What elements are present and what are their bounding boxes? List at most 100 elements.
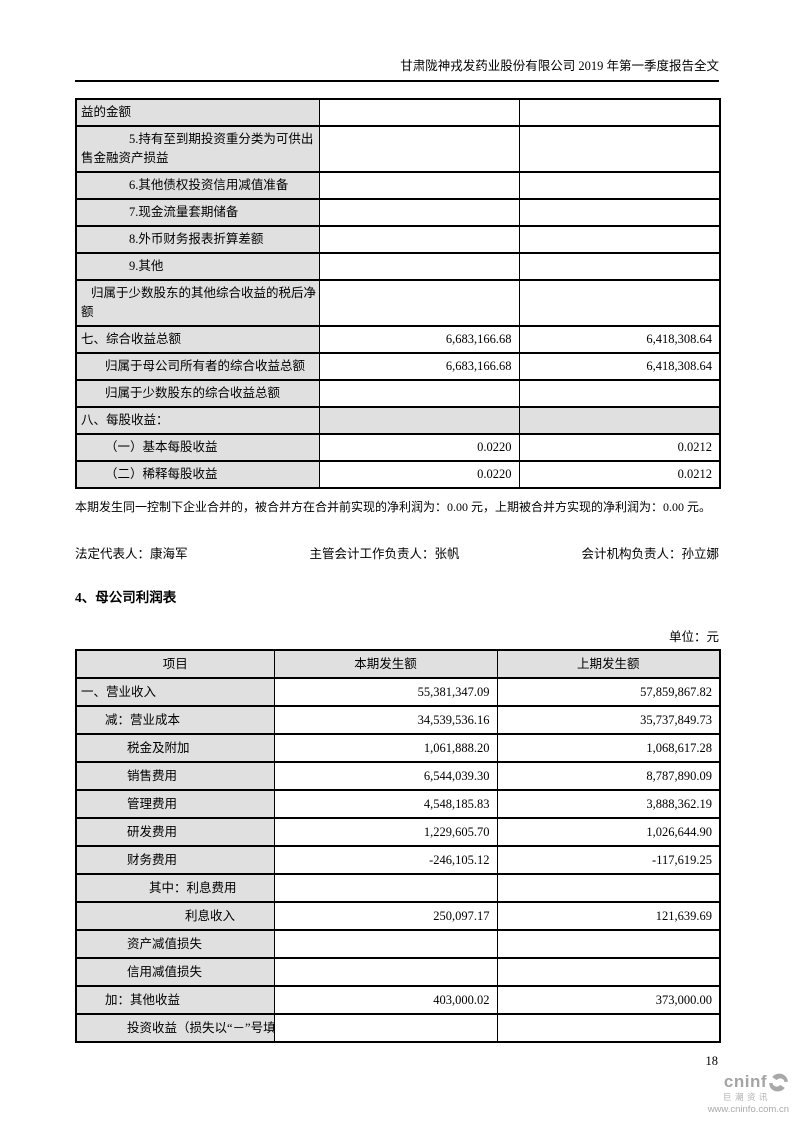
row-prior-value: 8,787,890.09 — [496, 761, 721, 791]
page-number: 18 — [705, 1054, 719, 1068]
row-prior-value — [518, 379, 721, 408]
row-prior-value — [496, 957, 721, 987]
row-current-value: 1,229,605.70 — [273, 817, 498, 847]
row-prior-value — [496, 929, 721, 959]
column-header-item: 项目 — [75, 649, 275, 679]
unit-label: 单位：元 — [668, 630, 719, 644]
row-label: 财务费用 — [75, 845, 275, 875]
table-row: （二）稀释每股收益 0.0220 0.0212 — [75, 460, 721, 489]
table-row: 八、每股收益： — [75, 406, 721, 435]
table-row: 研发费用 1,229,605.70 1,026,644.90 — [75, 817, 721, 847]
row-current-value: -246,105.12 — [273, 845, 498, 875]
row-current-value: 34,539,536.16 — [273, 705, 498, 735]
row-prior-value — [518, 252, 721, 281]
cninfo-logo: cninf 巨潮资讯 www.cninfo.com.cn — [708, 1073, 789, 1115]
row-current-value: 4,548,185.83 — [273, 789, 498, 819]
row-prior-value — [518, 198, 721, 227]
row-current-value — [273, 1013, 498, 1043]
row-label: （二）稀释每股收益 — [75, 460, 320, 489]
row-prior-value: -117,619.25 — [496, 845, 721, 875]
row-current-value: 55,381,347.09 — [273, 677, 498, 707]
row-current-value: 6,544,039.30 — [273, 761, 498, 791]
table-row: 加：其他收益 403,000.02 373,000.00 — [75, 985, 721, 1015]
table-row: 5.持有至到期投资重分类为可供出售金融资产损益 — [75, 125, 721, 173]
row-prior-value: 1,026,644.90 — [496, 817, 721, 847]
table-row: 一、营业收入 55,381,347.09 57,859,867.82 — [75, 677, 721, 707]
accounting-dept-head: 会计机构负责人：孙立娜 — [581, 547, 719, 561]
table-row: 利息收入 250,097.17 121,639.69 — [75, 901, 721, 931]
table-row: 投资收益（损失以“－”号填 — [75, 1013, 721, 1043]
row-prior-value: 0.0212 — [518, 460, 721, 489]
row-label: 7.现金流量套期储备 — [75, 198, 320, 227]
table-row: 销售费用 6,544,039.30 8,787,890.09 — [75, 761, 721, 791]
doc-header: 甘肃陇神戎发药业股份有限公司 2019 年第一季度报告全文 — [75, 0, 719, 82]
row-prior-value: 121,639.69 — [496, 901, 721, 931]
table-row: 归属于母公司所有者的综合收益总额 6,683,166.68 6,418,308.64 — [75, 352, 721, 381]
row-label: 税金及附加 — [75, 733, 275, 763]
table-row: 财务费用 -246,105.12 -117,619.25 — [75, 845, 721, 875]
row-prior-value — [518, 98, 721, 127]
cninfo-logo-wordmark: cninf — [708, 1073, 789, 1092]
row-prior-value: 35,737,849.73 — [496, 705, 721, 735]
row-label: 投资收益（损失以“－”号填 — [75, 1013, 275, 1043]
row-label: 管理费用 — [75, 789, 275, 819]
table-row: 其中：利息费用 — [75, 873, 721, 903]
table-row: 归属于少数股东的其他综合收益的税后净额 — [75, 279, 721, 327]
row-prior-value: 57,859,867.82 — [496, 677, 721, 707]
column-header-current-period: 本期发生额 — [273, 649, 498, 679]
row-label: 利息收入 — [75, 901, 275, 931]
row-prior-value: 373,000.00 — [496, 985, 721, 1015]
chief-accounting-officer: 主管会计工作负责人：张帆 — [309, 547, 460, 561]
row-label: 八、每股收益： — [75, 406, 320, 435]
row-prior-value — [518, 171, 721, 200]
row-current-value — [318, 125, 520, 173]
row-current-value: 1,061,888.20 — [273, 733, 498, 763]
row-prior-value — [496, 873, 721, 903]
row-current-value — [318, 406, 520, 435]
row-current-value — [273, 957, 498, 987]
row-label: 加：其他收益 — [75, 985, 275, 1015]
row-current-value — [273, 929, 498, 959]
row-prior-value: 6,418,308.64 — [518, 352, 721, 381]
row-label: 减：营业成本 — [75, 705, 275, 735]
table-row: 益的金额 — [75, 98, 721, 127]
row-label: 9.其他 — [75, 252, 320, 281]
row-current-value — [318, 252, 520, 281]
cninfo-logo-text: cninf — [723, 1072, 767, 1092]
table-row: 信用减值损失 — [75, 957, 721, 987]
row-label: 归属于少数股东的综合收益总额 — [75, 379, 320, 408]
cninfo-logo-subtitle: 巨潮资讯 — [722, 1092, 771, 1103]
row-current-value — [318, 279, 520, 327]
table-row: 9.其他 — [75, 252, 721, 281]
row-prior-value: 6,418,308.64 — [518, 325, 721, 354]
table-row: 资产减值损失 — [75, 929, 721, 959]
merger-note: 本期发生同一控制下企业合并的，被合并方在合并前实现的净利润为：0.00 元，上期… — [75, 500, 712, 514]
row-label: 8.外币财务报表折算差额 — [75, 225, 320, 254]
signature-line: 法定代表人：康海军 主管会计工作负责人：张帆 会计机构负责人：孙立娜 — [75, 543, 719, 562]
parent-company-income-table: 项目 本期发生额 上期发生额 一、营业收入 55,381,347.09 57,859… — [75, 649, 721, 1043]
row-label: （一）基本每股收益 — [75, 433, 320, 462]
row-current-value — [318, 171, 520, 200]
row-prior-value: 1,068,617.28 — [496, 733, 721, 763]
row-prior-value: 0.0212 — [518, 433, 721, 462]
table-row: 税金及附加 1,061,888.20 1,068,617.28 — [75, 733, 721, 763]
table-row: 七、综合收益总额 6,683,166.68 6,418,308.64 — [75, 325, 721, 354]
row-current-value — [318, 98, 520, 127]
row-label: 归属于母公司所有者的综合收益总额 — [75, 352, 320, 381]
row-label: 研发费用 — [75, 817, 275, 847]
row-current-value — [318, 379, 520, 408]
row-label: 一、营业收入 — [75, 677, 275, 707]
row-prior-value: 3,888,362.19 — [496, 789, 721, 819]
column-header-prior-period: 上期发生额 — [496, 649, 721, 679]
row-prior-value — [518, 125, 721, 173]
row-label: 6.其他债权投资信用减值准备 — [75, 171, 320, 200]
table-row: （一）基本每股收益 0.0220 0.0212 — [75, 433, 721, 462]
row-prior-value — [496, 1013, 721, 1043]
row-label: 其中：利息费用 — [75, 873, 275, 903]
row-current-value — [273, 873, 498, 903]
comprehensive-income-table: 益的金额 5.持有至到期投资重分类为可供出售金融资产损益 6.其他债权投资信用减值准… — [75, 98, 721, 489]
row-label: 资产减值损失 — [75, 929, 275, 959]
table-row: 7.现金流量套期储备 — [75, 198, 721, 227]
row-current-value: 0.0220 — [318, 460, 520, 489]
